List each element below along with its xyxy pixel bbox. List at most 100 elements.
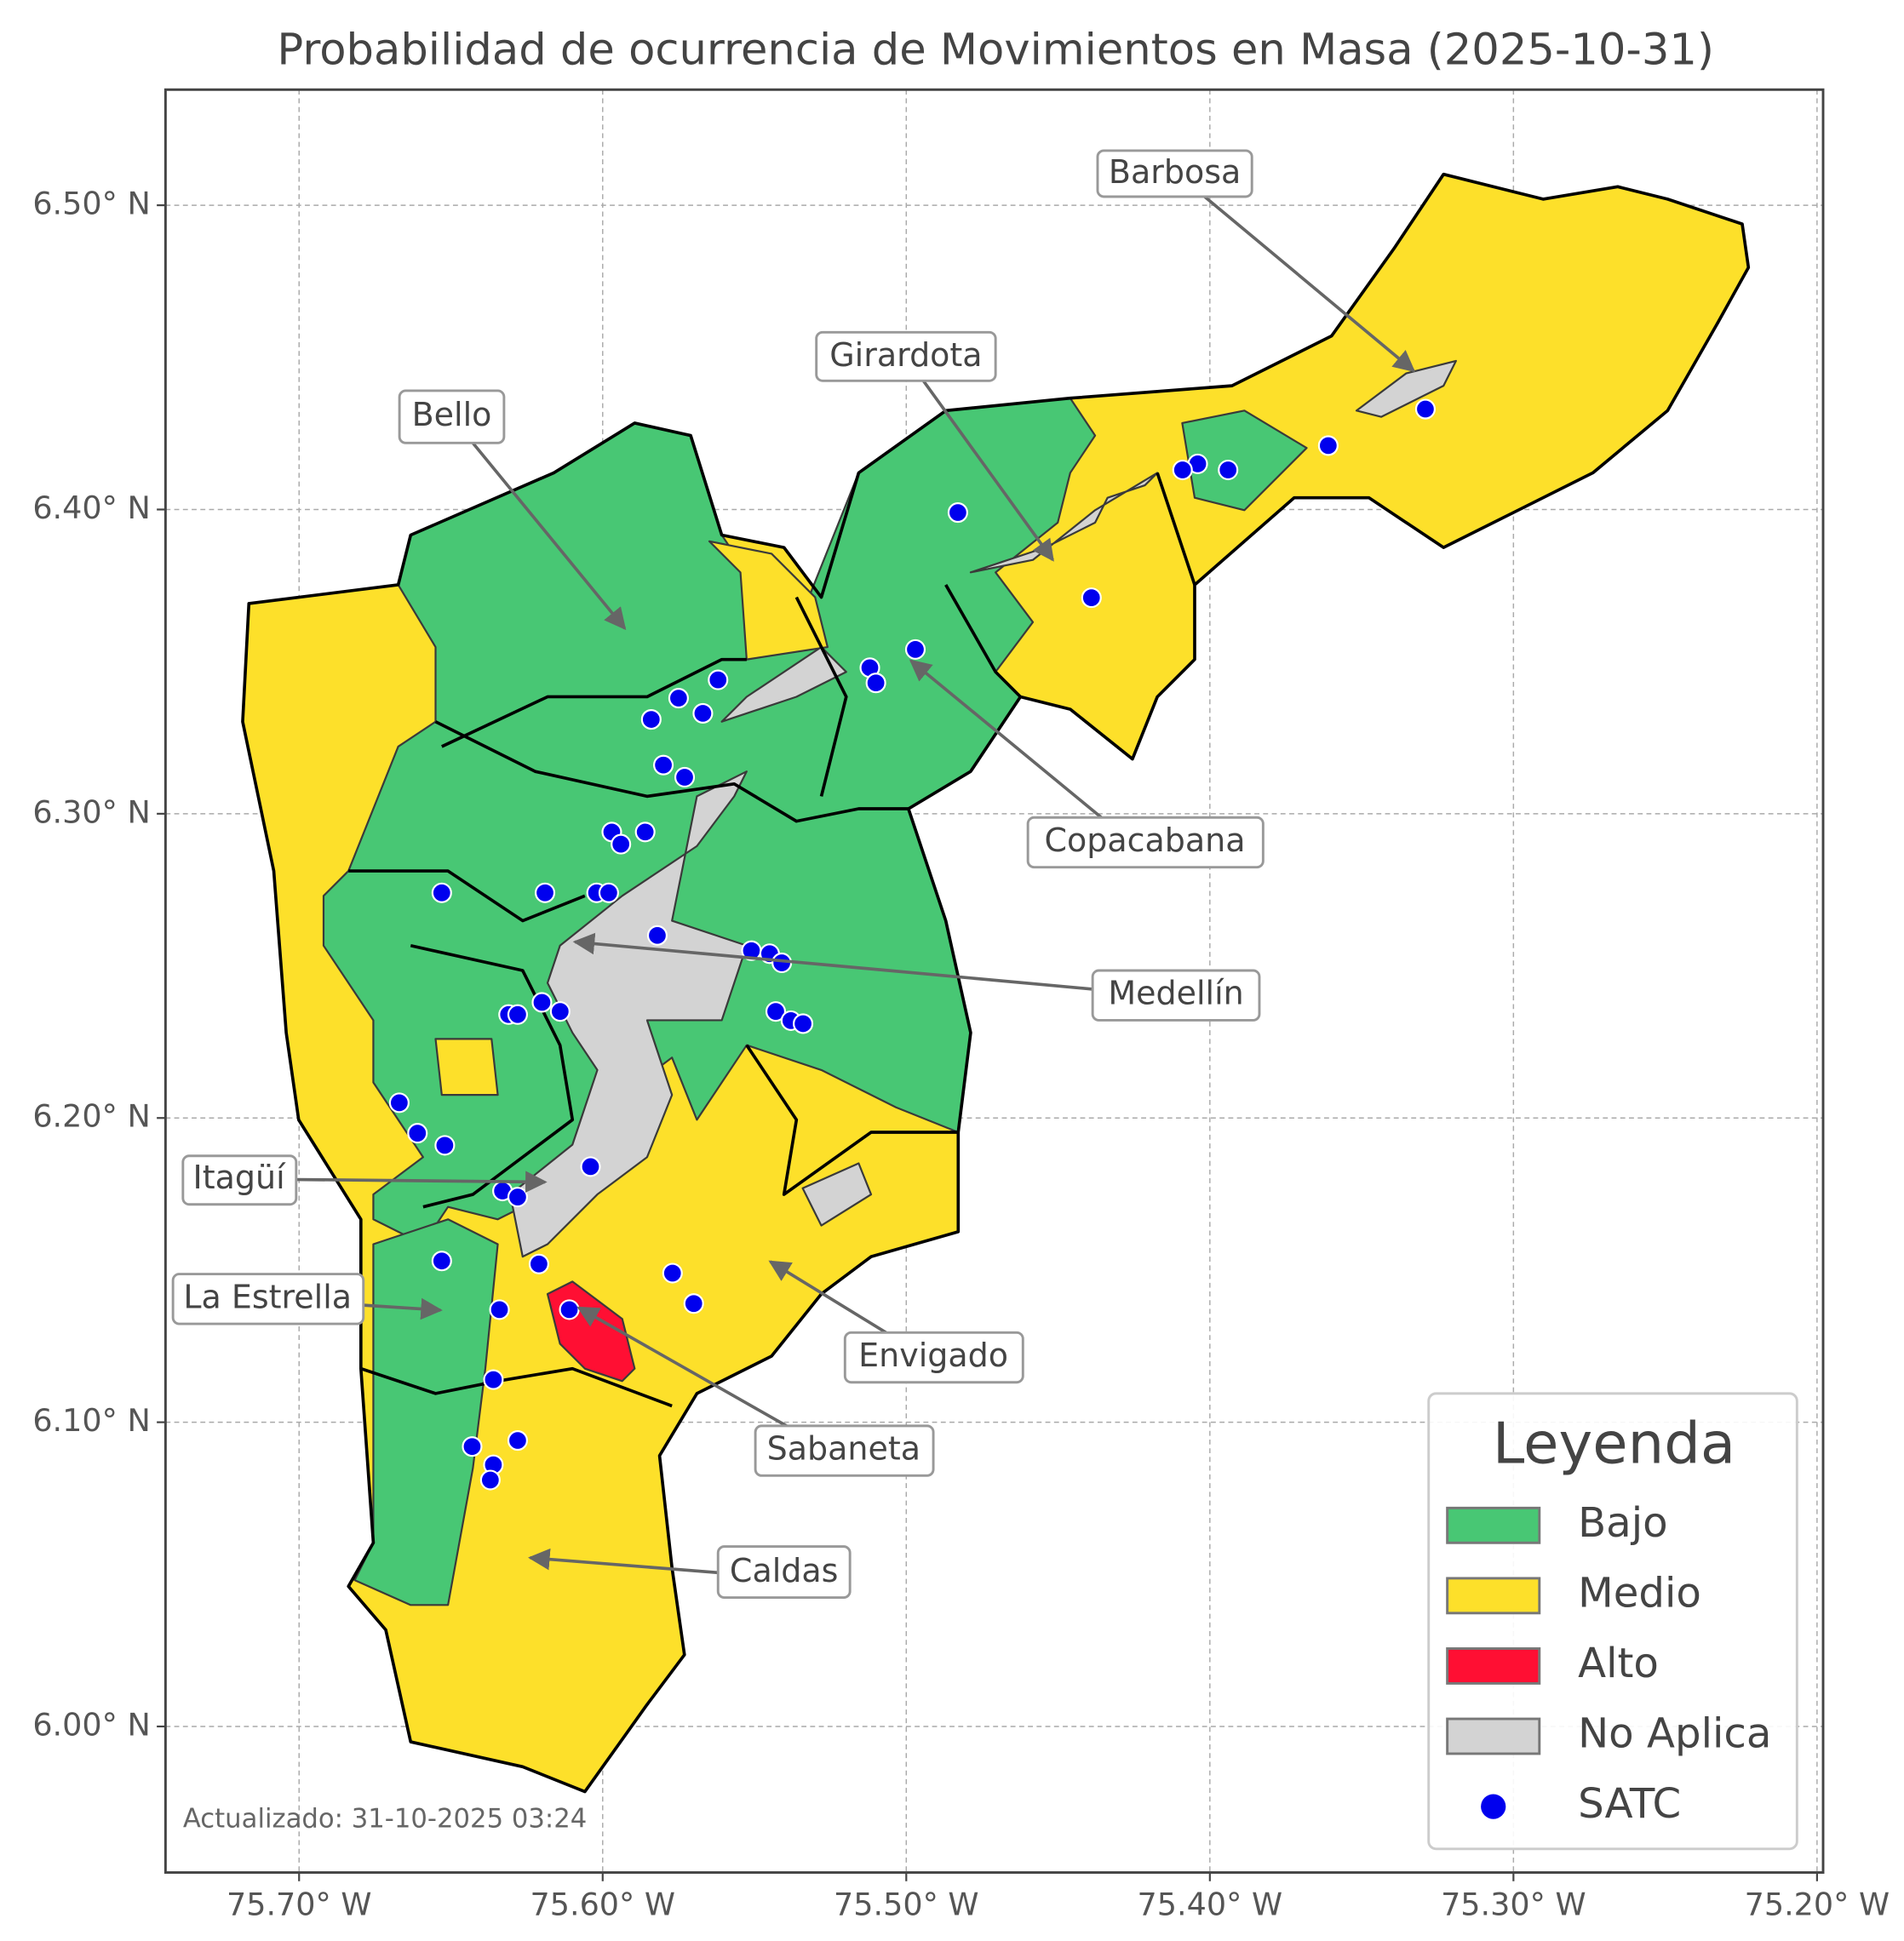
annotation-box [171, 1273, 365, 1325]
legend-label: Alto [1578, 1640, 1659, 1687]
region-no-aplica [801, 1162, 873, 1227]
station [531, 992, 553, 1013]
station [646, 925, 668, 946]
station [1218, 459, 1239, 481]
legend-swatch [1481, 1794, 1506, 1819]
annotation-box [1096, 149, 1253, 198]
annotation-box [181, 1154, 298, 1206]
station [1317, 435, 1339, 456]
annotation-label: Barbosa [1109, 153, 1241, 191]
map-title: Probabilidad de ocurrencia de Movimiento… [277, 25, 1714, 75]
station [674, 766, 696, 788]
municipal-boundary [745, 1044, 959, 1196]
station [483, 1369, 504, 1390]
y-tick-label: 6.20° N [32, 1098, 150, 1135]
station [683, 1293, 704, 1314]
station [407, 1123, 428, 1144]
station [611, 833, 632, 855]
station [549, 1001, 571, 1022]
station [528, 1253, 549, 1274]
region-bajo [1181, 409, 1308, 512]
station [692, 702, 714, 724]
station [640, 709, 662, 730]
annotation-label: Envigado [858, 1337, 1008, 1374]
municipal-boundary [434, 720, 909, 823]
station [479, 1469, 501, 1491]
legend-label: Medio [1578, 1569, 1701, 1617]
annotation-label: Medellín [1108, 975, 1243, 1012]
municipal-boundary [794, 596, 848, 797]
station [507, 1430, 528, 1451]
annotation-box [398, 389, 506, 444]
station [947, 502, 968, 524]
y-tick-label: 6.40° N [32, 490, 150, 526]
station [793, 1013, 814, 1034]
annotation-box [1026, 816, 1265, 869]
legend-swatch [1446, 1506, 1541, 1544]
station [1172, 459, 1193, 481]
station [765, 1001, 787, 1022]
annotation-arrow [576, 1306, 788, 1428]
annotation-label: Caldas [730, 1552, 839, 1589]
y-tick-label: 6.30° N [32, 793, 150, 830]
annotation-box [716, 1545, 852, 1600]
annotation-label: Girardota [829, 336, 982, 374]
legend-swatch [1446, 1577, 1541, 1615]
station [559, 1299, 580, 1320]
station [489, 1299, 510, 1320]
region-no-aplica [1355, 359, 1457, 418]
legend-label: SATC [1578, 1780, 1681, 1828]
y-tick-label: 6.50° N [32, 186, 150, 222]
annotation-label: Itagüí [193, 1159, 287, 1196]
station [708, 669, 729, 690]
annotation-label: La Estrella [183, 1278, 352, 1315]
region-medio [708, 540, 829, 661]
station [1081, 587, 1102, 609]
station [598, 882, 619, 903]
annotation-label: Sabaneta [767, 1430, 920, 1468]
annotation-arrow [921, 380, 1054, 562]
legend-label: No Aplica [1578, 1710, 1771, 1758]
station [662, 1263, 683, 1284]
legend-title: Leyenda [1493, 1410, 1735, 1476]
region-bajo [353, 1218, 499, 1606]
annotation-box [815, 330, 997, 382]
footnote: Actualizado: 31-10-2025 03:24 [183, 1805, 587, 1835]
annotation-arrow [471, 442, 627, 631]
station [865, 673, 886, 694]
y-tick-label: 6.00° N [32, 1707, 150, 1743]
x-tick-label: 75.70° W [227, 1887, 372, 1923]
annotation-arrow [363, 1297, 443, 1320]
station [388, 1092, 410, 1114]
station [1414, 398, 1437, 420]
station [634, 822, 656, 843]
plot-frame [163, 88, 1825, 1875]
annotation-arrow [1203, 195, 1416, 373]
station [462, 1436, 483, 1457]
legend-swatch [1446, 1717, 1541, 1755]
regions [241, 172, 1751, 1794]
stations [388, 398, 1437, 1491]
station [668, 688, 689, 709]
annotations: Barbosa Girardota Bello Copacabana Medel… [171, 149, 1416, 1600]
station [653, 754, 674, 776]
station [431, 1251, 452, 1272]
legend-swatch [1446, 1647, 1541, 1685]
annotation-arrow [909, 659, 1103, 819]
annotation-arrow [528, 1548, 719, 1575]
x-tick-label: 75.30° W [1441, 1887, 1586, 1923]
annotation-label: Bello [412, 396, 492, 433]
annotation-box [1091, 969, 1261, 1022]
municipal-boundary [1156, 472, 1196, 586]
station [507, 1187, 528, 1208]
municipal-boundary [348, 869, 586, 923]
annotation-label: Copacabana [1044, 822, 1245, 859]
station [534, 882, 556, 903]
station [904, 638, 926, 660]
y-tick-label: 6.10° N [32, 1402, 150, 1439]
annotation-arrow [295, 1171, 548, 1194]
municipal-boundary [410, 943, 575, 1209]
x-tick-label: 75.50° W [834, 1887, 979, 1923]
x-tick-label: 75.20° W [1745, 1887, 1890, 1923]
